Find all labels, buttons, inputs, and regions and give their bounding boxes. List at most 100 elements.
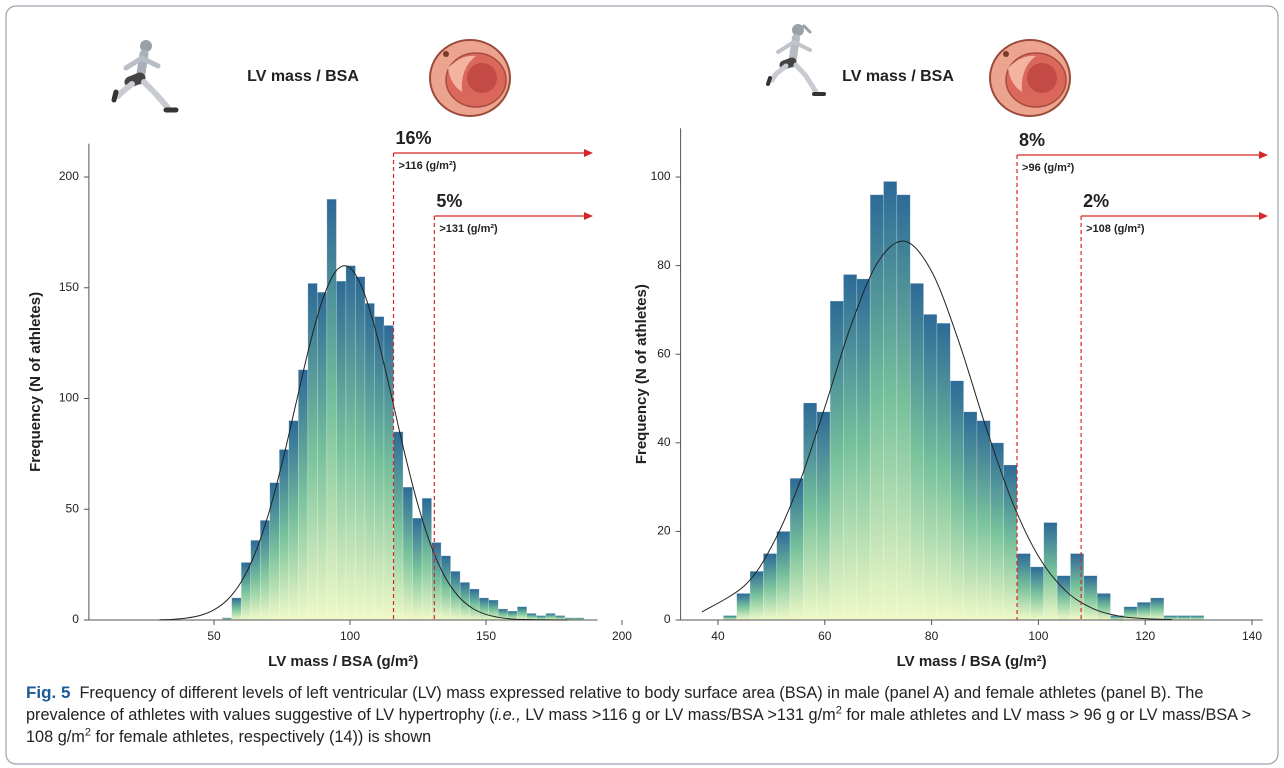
threshold-percent: 2% bbox=[1083, 191, 1109, 211]
bar bbox=[789, 477, 804, 621]
x-tick-label: 100 bbox=[340, 629, 360, 643]
fit-curve bbox=[701, 240, 1172, 621]
threshold-percent: 16% bbox=[396, 128, 432, 148]
heart-icon bbox=[989, 39, 1071, 117]
y-tick-label: 40 bbox=[657, 435, 671, 449]
bar bbox=[723, 615, 737, 621]
bar bbox=[355, 276, 366, 621]
caption-text: Fig. 5 bbox=[26, 683, 71, 702]
arrow-head bbox=[584, 212, 593, 220]
x-tick-label: 120 bbox=[1135, 629, 1155, 643]
x-axis-label: LV mass / BSA (g/m²) bbox=[268, 653, 418, 670]
caption-superscript: 2 bbox=[84, 726, 91, 739]
caption-text: Frequency of different levels of left ve… bbox=[26, 684, 1208, 724]
figure-border bbox=[5, 5, 1279, 765]
y-tick-label: 50 bbox=[66, 501, 80, 515]
bar bbox=[869, 194, 884, 621]
x-tick-label: 150 bbox=[476, 629, 496, 643]
x-axis-label: LV mass / BSA (g/m²) bbox=[897, 653, 1047, 670]
bar bbox=[1083, 575, 1098, 621]
bar bbox=[412, 517, 423, 621]
arrow-head bbox=[1259, 212, 1268, 220]
x-tick-label: 140 bbox=[1242, 629, 1262, 643]
bar bbox=[440, 555, 451, 621]
bar bbox=[469, 588, 480, 621]
bar bbox=[1016, 553, 1031, 621]
y-tick-label: 0 bbox=[72, 612, 79, 626]
y-tick-label: 100 bbox=[651, 169, 671, 183]
y-tick-label: 150 bbox=[59, 280, 79, 294]
bar bbox=[545, 613, 556, 621]
bar bbox=[421, 497, 432, 621]
caption-text: for female athletes, respectively (14)) … bbox=[90, 728, 432, 746]
bar bbox=[763, 553, 778, 621]
x-tick-label: 60 bbox=[818, 629, 832, 643]
bar bbox=[976, 420, 991, 621]
bar bbox=[288, 420, 299, 621]
bar bbox=[1190, 615, 1205, 621]
bar bbox=[278, 449, 290, 621]
bar bbox=[459, 582, 470, 621]
bar bbox=[829, 300, 844, 621]
bar bbox=[450, 570, 461, 621]
bar bbox=[1056, 575, 1071, 621]
bar bbox=[1003, 464, 1018, 621]
bar bbox=[736, 593, 751, 621]
threshold-label: >116 (g/m²) bbox=[399, 160, 457, 172]
panel-title: LV mass / BSA bbox=[842, 68, 954, 85]
caption-text: i.e., bbox=[494, 706, 521, 724]
bar bbox=[336, 280, 347, 621]
bar bbox=[843, 274, 858, 621]
bar bbox=[231, 597, 242, 621]
female-runner-icon bbox=[766, 24, 826, 96]
caption-text: for male athletes and LV mass > 96 g or … bbox=[26, 706, 1256, 746]
bar bbox=[526, 613, 537, 621]
panel: LV mass / BSA 0 50 100 150 200 50 100 150 200 LV m… bbox=[27, 68, 632, 670]
y-axis-label: Frequency (N of athletes) bbox=[27, 292, 44, 472]
bar bbox=[478, 597, 490, 621]
bar bbox=[1096, 593, 1111, 621]
y-tick-label: 100 bbox=[59, 391, 79, 405]
bar bbox=[923, 314, 938, 621]
bar bbox=[1176, 615, 1191, 621]
bar bbox=[393, 431, 404, 621]
bar bbox=[326, 198, 337, 621]
bar bbox=[317, 291, 328, 621]
y-tick-label: 0 bbox=[664, 612, 671, 626]
y-tick-label: 80 bbox=[657, 258, 671, 272]
bar bbox=[909, 283, 924, 621]
caption: Fig. 5 Frequency of different levels of … bbox=[26, 682, 1261, 748]
bar bbox=[803, 402, 818, 621]
fit-curve bbox=[159, 265, 568, 621]
bar bbox=[1043, 522, 1058, 621]
y-tick-label: 20 bbox=[657, 524, 671, 538]
bar bbox=[431, 542, 442, 621]
bar bbox=[896, 194, 911, 621]
bar bbox=[345, 265, 356, 621]
bar bbox=[1150, 597, 1165, 621]
bar bbox=[516, 606, 528, 621]
bar bbox=[298, 369, 309, 621]
bar bbox=[776, 531, 791, 621]
caption-text: LV mass >116 g or LV mass/BSA >131 g/m bbox=[520, 706, 836, 724]
caption-superscript: 2 bbox=[835, 704, 842, 717]
bar bbox=[1136, 601, 1151, 621]
y-tick-label: 60 bbox=[657, 346, 671, 360]
bar bbox=[990, 442, 1004, 621]
bar bbox=[816, 411, 831, 621]
threshold-label: >108 (g/m²) bbox=[1086, 223, 1145, 235]
bar bbox=[240, 562, 252, 621]
y-axis-label: Frequency (N of athletes) bbox=[633, 284, 650, 464]
arrow-head bbox=[1259, 151, 1268, 159]
bar bbox=[936, 322, 951, 621]
heart-icon bbox=[429, 39, 511, 117]
bar bbox=[374, 316, 385, 621]
bar bbox=[555, 615, 566, 621]
threshold-label: >131 (g/m²) bbox=[439, 223, 498, 235]
threshold-label: >96 (g/m²) bbox=[1022, 162, 1075, 174]
bar bbox=[749, 570, 764, 621]
bar bbox=[949, 380, 964, 621]
x-tick-label: 100 bbox=[1028, 629, 1048, 643]
